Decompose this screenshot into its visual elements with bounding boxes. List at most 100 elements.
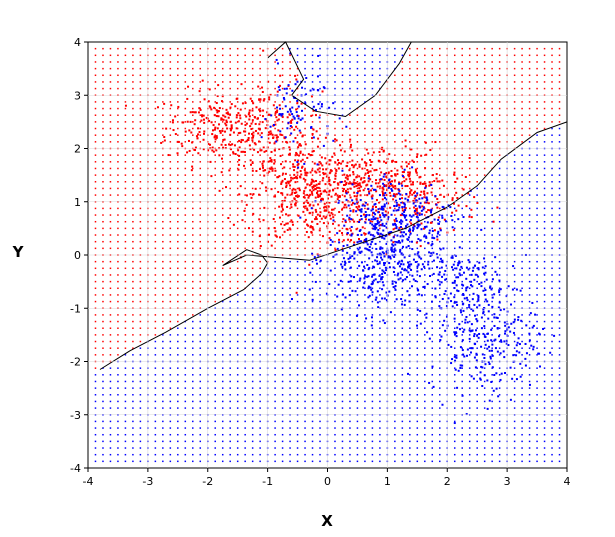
background-grid-dot — [192, 47, 194, 50]
background-grid-dot — [304, 453, 306, 456]
red-data-point — [306, 223, 309, 226]
background-grid-dot — [536, 433, 538, 436]
background-grid-dot — [409, 101, 411, 103]
background-grid-dot — [319, 407, 321, 409]
background-grid-dot — [169, 187, 172, 190]
red-data-point — [324, 205, 327, 208]
background-grid-dot — [251, 181, 254, 183]
background-grid-dot — [184, 374, 187, 376]
background-grid-dot — [558, 87, 561, 90]
background-grid-dot — [364, 280, 366, 283]
background-grid-dot — [334, 240, 336, 243]
background-grid-dot — [236, 81, 239, 83]
background-grid-dot — [94, 314, 97, 316]
red-data-point — [238, 159, 241, 162]
red-data-point — [210, 121, 213, 124]
red-data-point — [279, 74, 282, 77]
background-grid-dot — [558, 207, 561, 210]
background-grid-dot — [476, 87, 478, 90]
background-grid-dot — [356, 54, 359, 57]
red-data-point — [353, 241, 356, 244]
background-grid-dot — [416, 87, 419, 90]
red-data-point — [208, 119, 211, 122]
red-data-point — [283, 137, 286, 140]
background-grid-dot — [319, 47, 321, 50]
background-grid-dot — [476, 107, 478, 110]
background-grid-dot — [154, 234, 157, 236]
background-grid-dot — [439, 187, 441, 190]
background-grid-dot — [551, 347, 553, 349]
background-grid-dot — [461, 207, 463, 210]
background-grid-dot — [177, 354, 179, 356]
red-data-point — [332, 222, 335, 225]
background-grid-dot — [192, 187, 194, 190]
background-grid-dot — [521, 207, 523, 210]
background-grid-dot — [334, 107, 336, 110]
red-data-point — [402, 171, 405, 174]
background-grid-dot — [521, 260, 523, 263]
background-grid-dot — [259, 433, 261, 436]
background-grid-dot — [109, 61, 112, 63]
background-grid-dot — [334, 374, 336, 376]
red-data-point — [380, 171, 383, 174]
background-grid-dot — [371, 327, 374, 329]
background-grid-dot — [416, 367, 419, 369]
red-data-point — [328, 163, 331, 166]
background-grid-dot — [162, 141, 164, 143]
red-data-point — [332, 208, 335, 211]
red-data-point — [211, 149, 214, 152]
red-data-point — [218, 189, 221, 192]
background-grid-dot — [558, 247, 561, 250]
background-grid-dot — [356, 187, 359, 190]
background-grid-dot — [311, 374, 314, 376]
background-grid-dot — [439, 314, 441, 316]
background-grid-dot — [281, 67, 284, 70]
background-grid-dot — [409, 54, 411, 57]
background-grid-dot — [379, 47, 381, 50]
red-data-point — [261, 86, 264, 89]
background-grid-dot — [371, 387, 374, 389]
background-grid-dot — [304, 260, 306, 263]
background-grid-dot — [543, 267, 546, 270]
red-data-point — [341, 208, 344, 211]
background-grid-dot — [109, 74, 112, 77]
background-grid-dot — [379, 327, 381, 329]
background-grid-dot — [379, 400, 381, 403]
background-grid-dot — [94, 453, 97, 456]
red-data-point — [261, 115, 264, 118]
background-grid-dot — [117, 340, 119, 343]
background-grid-dot — [536, 314, 538, 316]
background-grid-dot — [483, 127, 486, 130]
background-grid-dot — [439, 101, 441, 103]
background-grid-dot — [513, 427, 516, 429]
red-data-point — [320, 156, 323, 159]
red-data-point — [254, 129, 257, 132]
background-grid-dot — [409, 287, 411, 290]
background-grid-dot — [394, 320, 396, 323]
background-grid-dot — [289, 260, 291, 263]
red-data-point — [277, 176, 280, 179]
background-grid-dot — [124, 194, 127, 196]
background-grid-dot — [439, 267, 441, 270]
red-data-point — [298, 154, 301, 157]
red-data-point — [305, 230, 308, 233]
red-data-point — [342, 239, 345, 242]
background-grid-dot — [94, 420, 97, 423]
background-grid-dot — [221, 420, 224, 423]
background-grid-dot — [483, 300, 486, 303]
background-grid-dot — [244, 187, 246, 190]
red-data-point — [391, 180, 394, 183]
red-data-point — [240, 150, 243, 153]
background-grid-dot — [229, 394, 231, 396]
red-data-point — [345, 206, 348, 209]
background-grid-dot — [319, 134, 321, 136]
background-grid-dot — [424, 220, 426, 223]
background-grid-dot — [311, 141, 314, 143]
background-grid-dot — [229, 67, 231, 70]
background-grid-dot — [304, 154, 306, 156]
background-grid-dot — [513, 240, 516, 243]
background-grid-dot — [476, 194, 478, 196]
background-grid-dot — [476, 181, 478, 183]
red-data-point — [302, 192, 305, 195]
background-grid-dot — [558, 420, 561, 423]
